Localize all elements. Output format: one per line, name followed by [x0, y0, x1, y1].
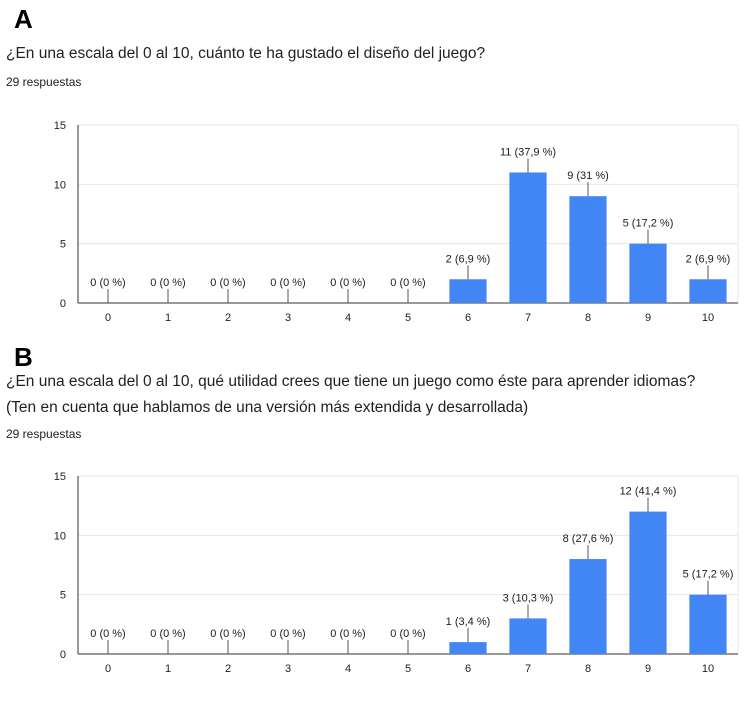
data-label: 1 (3,4 %) [446, 616, 491, 628]
panel-a: A ¿En una escala del 0 al 10, cuánto te … [0, 0, 748, 340]
y-tick-label: 0 [60, 298, 66, 310]
data-label: 0 (0 %) [330, 277, 365, 289]
x-tick-label: 0 [105, 663, 111, 675]
data-label: 0 (0 %) [390, 628, 425, 640]
response-count: 29 respuestas [6, 75, 82, 89]
x-tick-label: 3 [285, 312, 291, 324]
data-label: 0 (0 %) [270, 277, 305, 289]
bar [689, 279, 727, 303]
data-label: 0 (0 %) [390, 277, 425, 289]
x-tick-label: 3 [285, 663, 291, 675]
bar [689, 594, 727, 654]
bar [569, 196, 607, 303]
x-tick-label: 8 [585, 663, 591, 675]
y-tick-label: 15 [54, 471, 66, 483]
panel-letter: A [14, 4, 33, 34]
x-tick-label: 7 [525, 663, 531, 675]
data-label: 0 (0 %) [150, 628, 185, 640]
x-tick-label: 2 [225, 663, 231, 675]
data-label: 0 (0 %) [90, 628, 125, 640]
y-tick-label: 0 [60, 649, 66, 661]
x-tick-label: 1 [165, 663, 171, 675]
data-label: 2 (6,9 %) [686, 253, 731, 265]
y-tick-label: 10 [54, 530, 66, 542]
data-label: 0 (0 %) [330, 628, 365, 640]
y-tick-label: 5 [60, 239, 66, 251]
x-tick-label: 4 [345, 312, 351, 324]
x-tick-label: 6 [465, 663, 471, 675]
x-tick-label: 1 [165, 312, 171, 324]
bar [569, 559, 607, 654]
x-tick-label: 6 [465, 312, 471, 324]
question-title: ¿En una escala del 0 al 10, qué utilidad… [6, 373, 696, 416]
x-tick-label: 8 [585, 312, 591, 324]
data-label: 5 (17,2 %) [683, 569, 734, 581]
y-tick-label: 15 [54, 120, 66, 132]
y-tick-label: 5 [60, 590, 66, 602]
x-tick-label: 10 [702, 312, 714, 324]
bar [449, 642, 487, 654]
x-tick-label: 0 [105, 312, 111, 324]
bar [449, 279, 487, 303]
data-label: 0 (0 %) [270, 628, 305, 640]
question-title: ¿En una escala del 0 al 10, cuánto te ha… [6, 45, 486, 62]
data-label: 0 (0 %) [150, 277, 185, 289]
x-tick-label: 5 [405, 312, 411, 324]
x-tick-label: 9 [645, 663, 651, 675]
x-tick-label: 9 [645, 312, 651, 324]
response-count: 29 respuestas [6, 427, 82, 441]
x-tick-label: 4 [345, 663, 351, 675]
data-label: 2 (6,9 %) [446, 253, 491, 265]
bar-chart: 0 5 10 15 0 (0 %) 0 0 (0 %) 1 0 (0 %) 2 0 (0 %) 3 0 … [54, 120, 739, 324]
bar [629, 243, 667, 303]
data-label: 12 (41,4 %) [620, 486, 677, 498]
bar-chart: 0 5 10 15 0 (0 %) 0 0 (0 %) 1 0 (0 %) 2 0 (0 %) 3 0 … [54, 471, 739, 675]
data-label: 8 (27,6 %) [563, 533, 614, 545]
y-tick-label: 10 [54, 179, 66, 191]
panel-letter: B [14, 342, 33, 372]
bar [509, 172, 547, 303]
bar [509, 618, 547, 654]
data-label: 0 (0 %) [90, 277, 125, 289]
data-label: 5 (17,2 %) [623, 218, 674, 230]
data-label: 11 (37,9 %) [500, 146, 556, 158]
x-tick-label: 2 [225, 312, 231, 324]
data-label: 0 (0 %) [210, 277, 245, 289]
data-label: 0 (0 %) [210, 628, 245, 640]
data-label: 3 (10,3 %) [503, 592, 554, 604]
x-tick-label: 5 [405, 663, 411, 675]
data-label: 9 (31 %) [567, 170, 609, 182]
bar [629, 511, 667, 654]
x-tick-label: 7 [525, 312, 531, 324]
panel-b: B ¿En una escala del 0 al 10, qué utilid… [0, 340, 748, 714]
x-tick-label: 10 [702, 663, 714, 675]
